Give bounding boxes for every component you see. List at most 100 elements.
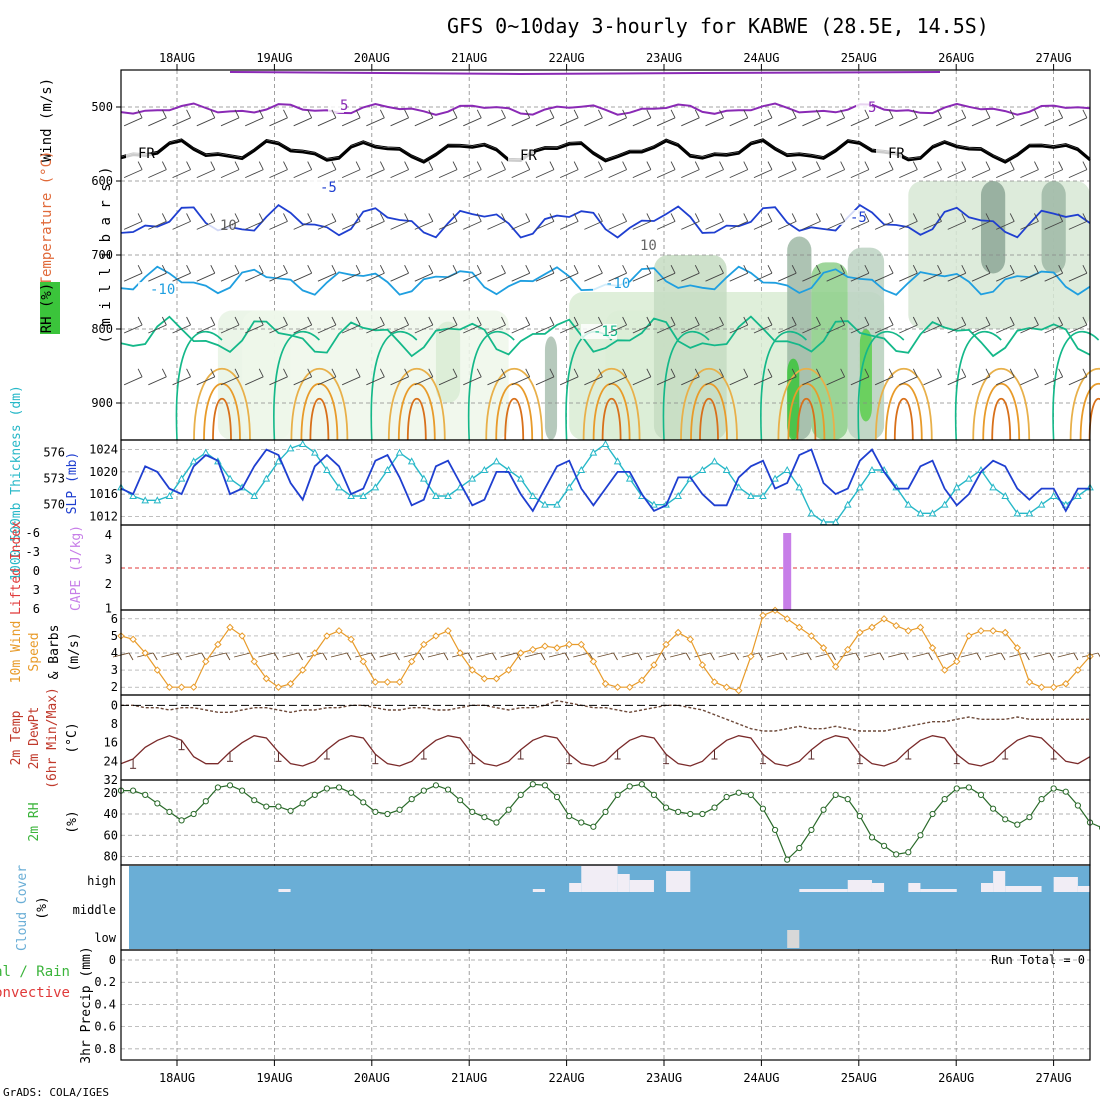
thickness-marker xyxy=(613,457,622,465)
surface-wind-barb xyxy=(443,652,449,661)
rh-tick-label: 20 xyxy=(104,786,118,800)
rh-marker xyxy=(808,826,815,834)
surface-wind-barb xyxy=(806,652,812,661)
wind-barb xyxy=(961,264,967,274)
surface-wind-barb xyxy=(491,652,497,661)
wind-barb xyxy=(366,272,385,282)
wind-barb xyxy=(888,109,894,119)
wind-barb xyxy=(888,316,894,326)
wind-barb xyxy=(778,324,797,334)
wind-barb xyxy=(317,220,337,230)
bottom-day-label: 22AUG xyxy=(549,1071,585,1085)
wind-barb xyxy=(947,220,966,230)
label-bg xyxy=(856,100,872,115)
wind-barb xyxy=(317,117,337,127)
rh-marker xyxy=(687,810,694,818)
warm-contour xyxy=(203,382,241,441)
wind-barb xyxy=(791,316,797,326)
rh-shading xyxy=(1041,181,1066,274)
wind-barb xyxy=(840,316,846,326)
wind-barb xyxy=(743,161,749,170)
wind-barb xyxy=(355,264,361,274)
rh-marker xyxy=(602,808,609,815)
wind-barb xyxy=(293,376,312,386)
wind-speed-marker xyxy=(795,623,804,632)
wind-barb xyxy=(476,161,482,170)
wind-barb xyxy=(573,161,579,170)
upper-air-panel: 50060070080090055FRFRFR-5-5-10-10-151010… xyxy=(39,71,1100,441)
thickness-marker xyxy=(129,491,137,499)
thickness-marker xyxy=(1074,491,1082,499)
wind-barb xyxy=(816,213,821,222)
wind-speed-marker xyxy=(735,686,743,695)
wind-barb xyxy=(559,117,579,127)
surface-wind-barb xyxy=(346,652,352,661)
temp-tick-label: 32 xyxy=(104,773,118,787)
rh-marker xyxy=(275,803,282,810)
surface-wind-barb xyxy=(912,652,929,658)
label-bg xyxy=(876,146,902,161)
isotherm-line xyxy=(229,71,941,76)
wind-barb xyxy=(874,324,894,334)
wind-barb xyxy=(705,324,724,334)
wind-barb xyxy=(597,316,603,326)
wind-barb xyxy=(632,169,652,179)
li-tick-label: -3 xyxy=(26,545,40,559)
wind-speed-marker xyxy=(783,615,791,623)
surface-wind-barb xyxy=(758,652,764,661)
wind-barb xyxy=(912,213,918,222)
pressure-tick-label: 600 xyxy=(91,174,113,188)
rh-marker xyxy=(990,805,997,812)
wind-barb xyxy=(996,324,1015,334)
thickness-marker xyxy=(274,457,283,465)
wind-barb xyxy=(719,213,724,222)
top-day-label: 26AUG xyxy=(938,51,974,65)
wind-barb xyxy=(646,161,652,170)
wind-speed-marker xyxy=(650,661,658,669)
wind-barb xyxy=(487,169,506,179)
rh-shading xyxy=(859,329,872,422)
wind-barb xyxy=(971,272,991,282)
wind-barb xyxy=(525,213,531,222)
rh-shading xyxy=(435,321,461,403)
bottom-day-label: 26AUG xyxy=(938,1071,974,1085)
wind-speed-marker xyxy=(577,640,585,649)
wind-barb xyxy=(1068,272,1088,282)
wind-barb xyxy=(283,368,288,378)
wind-speed-marker xyxy=(444,627,452,635)
isotherm-loop xyxy=(175,331,223,441)
cloud-level-label: high xyxy=(87,874,116,888)
rh-marker xyxy=(662,804,670,811)
wind-speed-marker xyxy=(565,640,573,649)
thickness-marker xyxy=(843,500,852,508)
surface-wind-barb xyxy=(613,652,618,661)
rh-marker xyxy=(977,791,985,798)
wind-barb xyxy=(656,117,676,127)
wind-barb xyxy=(487,324,506,334)
pressure-tick-label: 500 xyxy=(91,100,113,114)
surface-wind-barb xyxy=(888,652,905,658)
rh-marker xyxy=(1074,802,1081,809)
wind-barb xyxy=(161,109,167,119)
wind-barb xyxy=(293,169,312,179)
wind-barb xyxy=(161,161,167,170)
wind-barb xyxy=(608,220,627,230)
wind-barb xyxy=(220,376,240,386)
thickness-marker xyxy=(371,483,380,491)
precip-axis-label: 3hr Precip (mm) xyxy=(79,946,94,1063)
wind-barb xyxy=(307,316,313,326)
rh-marker xyxy=(650,791,658,798)
surface-wind-barb xyxy=(379,652,396,658)
wind-barb xyxy=(608,376,627,386)
wind-barb xyxy=(293,117,312,127)
wind-barb xyxy=(123,272,143,282)
surface-wind-barb xyxy=(1033,652,1050,658)
wind-barb xyxy=(245,324,264,334)
pressure-axis-label: ( m i l l i b a r s ) xyxy=(98,166,114,343)
wind-barb xyxy=(331,161,337,170)
contour-label: -15 xyxy=(593,324,618,340)
wind-barb xyxy=(778,376,797,386)
bottom-day-label: 18AUG xyxy=(159,1071,195,1085)
wind-barb xyxy=(234,368,240,378)
wind-barb xyxy=(172,169,191,179)
